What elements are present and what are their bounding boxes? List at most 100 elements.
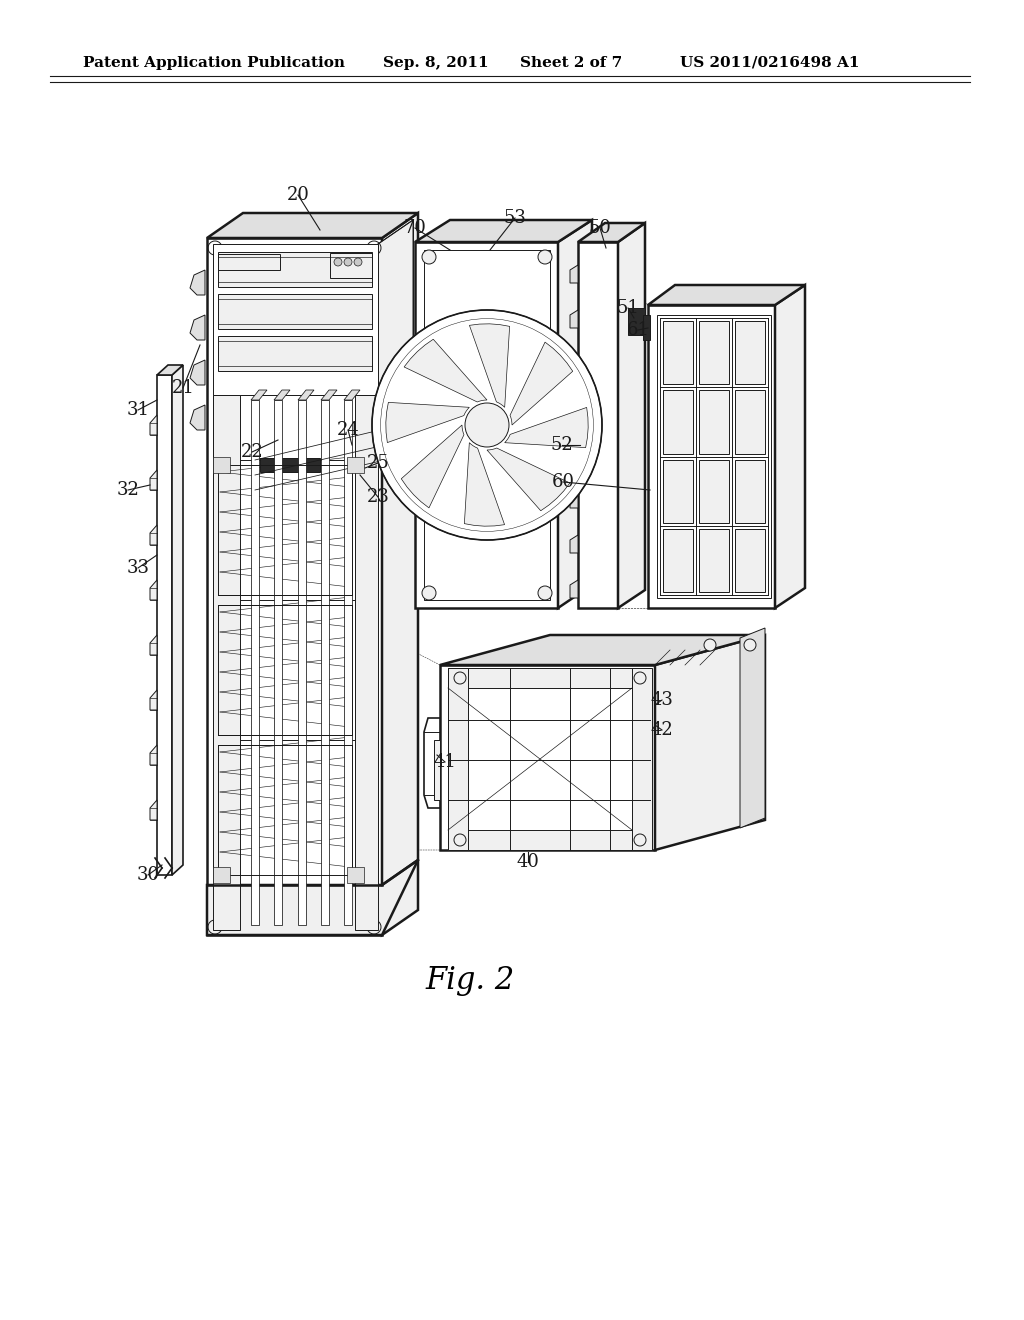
- Polygon shape: [643, 315, 650, 341]
- Text: 51: 51: [616, 300, 639, 317]
- Text: 22: 22: [241, 444, 263, 461]
- Polygon shape: [449, 668, 468, 850]
- Circle shape: [422, 586, 436, 601]
- Polygon shape: [251, 389, 267, 400]
- Polygon shape: [570, 400, 578, 418]
- Polygon shape: [699, 391, 729, 454]
- Polygon shape: [415, 242, 558, 609]
- Polygon shape: [157, 366, 183, 375]
- Polygon shape: [570, 265, 578, 282]
- Polygon shape: [150, 635, 157, 655]
- Polygon shape: [618, 223, 645, 609]
- Polygon shape: [150, 525, 157, 545]
- Text: 52: 52: [551, 436, 573, 454]
- Polygon shape: [505, 408, 588, 447]
- Polygon shape: [699, 529, 729, 591]
- Text: 25: 25: [367, 454, 389, 473]
- Polygon shape: [578, 242, 618, 609]
- Text: US 2011/0216498 A1: US 2011/0216498 A1: [680, 55, 859, 70]
- Polygon shape: [632, 668, 652, 850]
- Polygon shape: [558, 220, 592, 609]
- Polygon shape: [207, 238, 382, 935]
- Polygon shape: [218, 294, 372, 329]
- Polygon shape: [424, 249, 550, 601]
- Polygon shape: [190, 360, 205, 385]
- Polygon shape: [274, 400, 282, 925]
- Polygon shape: [449, 830, 650, 850]
- Polygon shape: [735, 321, 765, 384]
- Polygon shape: [487, 447, 570, 511]
- Polygon shape: [469, 323, 510, 408]
- Circle shape: [344, 257, 352, 267]
- Polygon shape: [740, 628, 765, 828]
- Text: 32: 32: [117, 480, 139, 499]
- Polygon shape: [648, 305, 775, 609]
- Polygon shape: [298, 389, 314, 400]
- Polygon shape: [440, 635, 765, 665]
- Polygon shape: [150, 690, 157, 710]
- Text: 23: 23: [367, 488, 389, 506]
- Polygon shape: [415, 220, 592, 242]
- Polygon shape: [213, 244, 378, 395]
- Polygon shape: [663, 529, 693, 591]
- Text: 50: 50: [589, 219, 611, 238]
- Polygon shape: [344, 400, 352, 925]
- Polygon shape: [172, 366, 183, 875]
- Circle shape: [744, 639, 756, 651]
- Polygon shape: [401, 425, 464, 508]
- Polygon shape: [699, 321, 729, 384]
- Polygon shape: [190, 405, 205, 430]
- Polygon shape: [150, 800, 157, 820]
- Polygon shape: [190, 315, 205, 341]
- Circle shape: [454, 672, 466, 684]
- Polygon shape: [464, 442, 505, 527]
- Polygon shape: [213, 867, 230, 883]
- Text: 33: 33: [127, 558, 150, 577]
- Text: 61: 61: [627, 321, 649, 339]
- Polygon shape: [298, 400, 306, 925]
- Text: 21: 21: [172, 379, 195, 397]
- Circle shape: [538, 249, 552, 264]
- Polygon shape: [218, 337, 372, 371]
- Text: 43: 43: [650, 690, 674, 709]
- Polygon shape: [663, 391, 693, 454]
- Polygon shape: [424, 718, 440, 808]
- Polygon shape: [157, 375, 172, 875]
- Polygon shape: [510, 342, 572, 425]
- Polygon shape: [213, 457, 230, 473]
- Circle shape: [334, 257, 342, 267]
- Polygon shape: [570, 355, 578, 374]
- Text: Sheet 2 of 7: Sheet 2 of 7: [520, 55, 623, 70]
- Polygon shape: [213, 395, 240, 931]
- Polygon shape: [321, 400, 329, 925]
- Text: 20: 20: [287, 186, 309, 205]
- Text: 30: 30: [136, 866, 160, 884]
- Polygon shape: [274, 389, 290, 400]
- Polygon shape: [386, 403, 469, 442]
- Polygon shape: [440, 665, 655, 850]
- Polygon shape: [775, 285, 805, 609]
- Polygon shape: [207, 861, 418, 935]
- Polygon shape: [260, 458, 319, 473]
- Circle shape: [634, 834, 646, 846]
- Text: 42: 42: [650, 721, 674, 739]
- Polygon shape: [347, 867, 364, 883]
- Polygon shape: [735, 391, 765, 454]
- Polygon shape: [150, 744, 157, 766]
- Polygon shape: [449, 668, 650, 688]
- Polygon shape: [663, 459, 693, 523]
- Polygon shape: [150, 579, 157, 601]
- Polygon shape: [347, 457, 364, 473]
- Text: Fig. 2: Fig. 2: [425, 965, 515, 995]
- Polygon shape: [648, 285, 805, 305]
- Circle shape: [454, 834, 466, 846]
- Polygon shape: [355, 395, 378, 931]
- Polygon shape: [655, 635, 765, 850]
- Polygon shape: [150, 414, 157, 436]
- Circle shape: [422, 249, 436, 264]
- Polygon shape: [735, 529, 765, 591]
- Polygon shape: [382, 213, 418, 935]
- Polygon shape: [434, 741, 440, 800]
- Circle shape: [354, 257, 362, 267]
- Polygon shape: [190, 271, 205, 294]
